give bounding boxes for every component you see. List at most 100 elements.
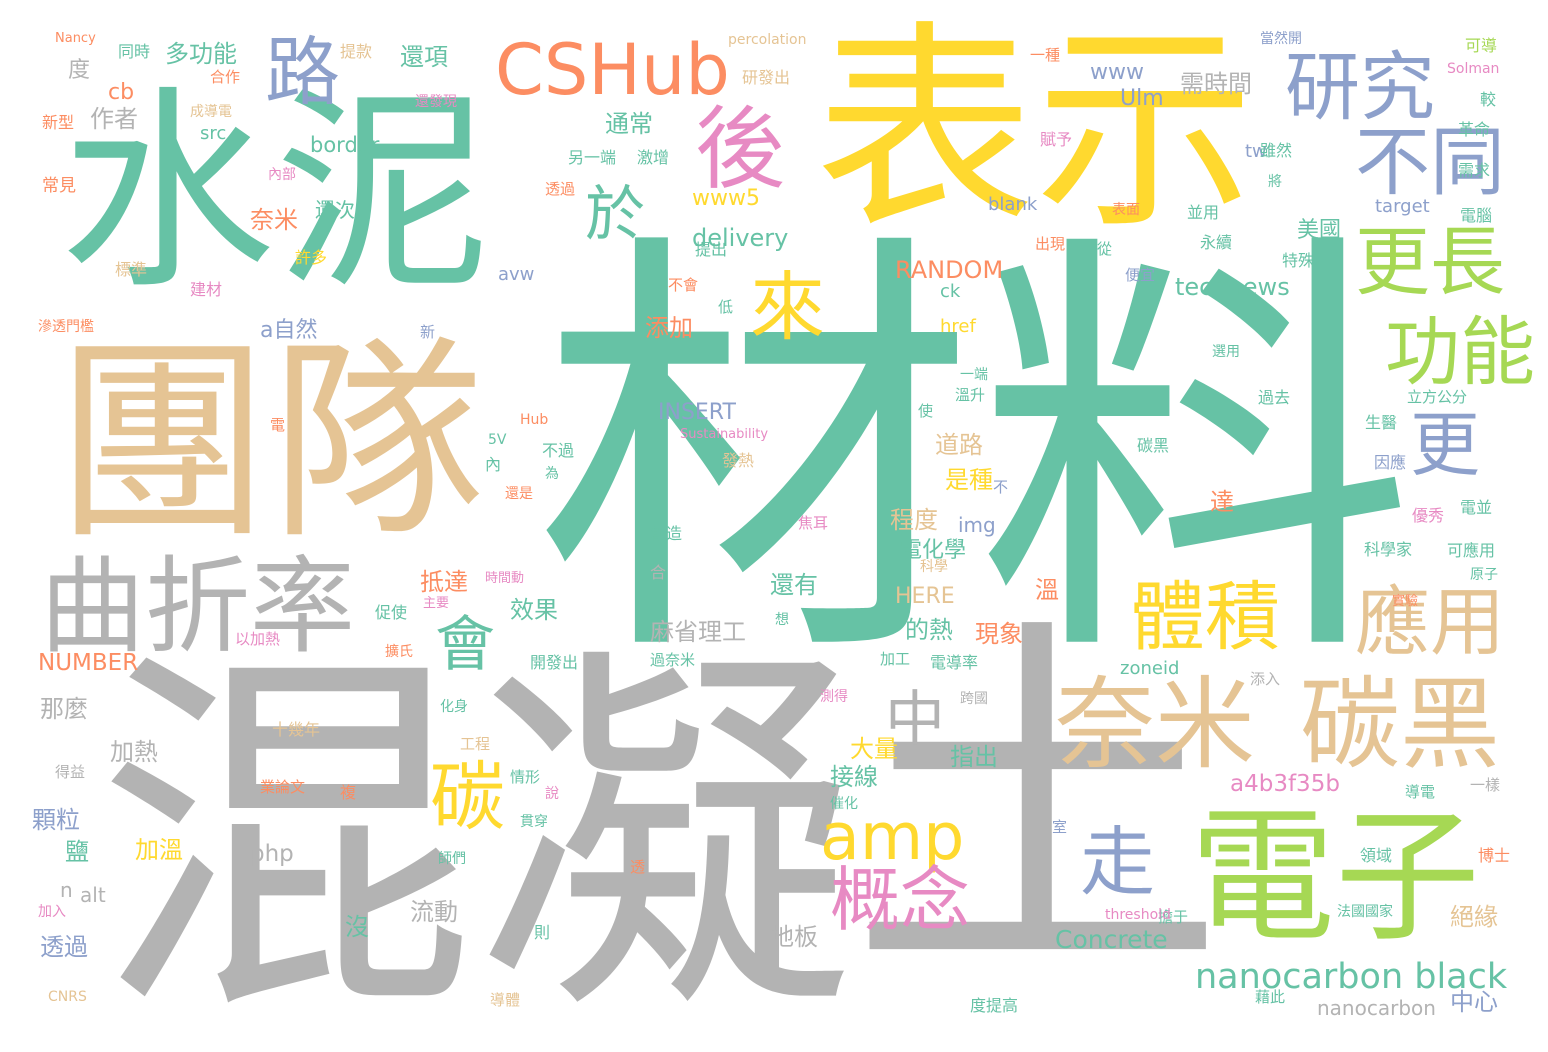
cloud-word: 為 xyxy=(545,466,559,482)
cloud-word: 電導率 xyxy=(930,653,979,672)
cloud-word: 加工 xyxy=(880,650,911,668)
cloud-word: 中心 xyxy=(1450,988,1498,1016)
cloud-word: percolation xyxy=(728,32,807,48)
cloud-word: 賦予 xyxy=(1040,130,1073,149)
cloud-word: 並用 xyxy=(1187,203,1220,222)
cloud-word: 想 xyxy=(775,612,789,628)
cloud-word: 走 xyxy=(1080,818,1156,906)
cloud-word: 概念 xyxy=(830,859,970,941)
cloud-word: 可應用 xyxy=(1447,541,1496,560)
cloud-word: 主要 xyxy=(423,596,450,611)
cloud-word: 於 xyxy=(585,180,645,250)
cloud-word: 不同 xyxy=(1355,118,1506,206)
cloud-word: a自然 xyxy=(260,318,318,343)
cloud-word: 開發出 xyxy=(530,653,579,672)
cloud-word: 功能 xyxy=(1385,308,1536,396)
cloud-word: 麻省理工 xyxy=(650,618,746,646)
cloud-word: 指出 xyxy=(950,743,998,771)
cloud-word: INSERT xyxy=(658,400,736,425)
cloud-word: 混凝 xyxy=(95,618,855,1052)
cloud-word: 曲折率 xyxy=(40,546,356,668)
cloud-word: 革命 xyxy=(1458,120,1491,139)
cloud-word: Solman xyxy=(1447,61,1500,77)
cloud-word: 雖然 xyxy=(1260,141,1293,160)
cloud-word: 科學家 xyxy=(1364,540,1413,559)
cloud-word: 擴氏 xyxy=(385,644,413,660)
cloud-word: 以加熱 xyxy=(235,630,281,648)
cloud-word: 時間動 xyxy=(485,571,525,586)
cloud-word: 中 xyxy=(885,685,945,755)
cloud-word: 奈米 xyxy=(1055,666,1255,783)
cloud-word: 業論文 xyxy=(260,778,306,796)
cloud-word: 溫升 xyxy=(955,386,986,404)
cloud-word: 使 xyxy=(918,402,934,420)
cloud-word: 永續 xyxy=(1200,233,1233,252)
cloud-word: nanocarbon black xyxy=(1195,957,1508,997)
cloud-word: 地板 xyxy=(770,923,818,951)
cloud-word: 水泥 xyxy=(60,67,490,318)
cloud-word: 特殊 xyxy=(1282,251,1315,270)
cloud-word: 一端 xyxy=(960,367,988,383)
cloud-word: 美國 xyxy=(1297,218,1342,243)
cloud-word: 出現 xyxy=(1035,235,1066,253)
cloud-word: delivery xyxy=(692,224,789,252)
cloud-word: 標準 xyxy=(115,260,148,279)
cloud-word: ck xyxy=(940,281,961,302)
cloud-word: 還次 xyxy=(315,198,355,222)
cloud-word: 新 xyxy=(420,323,436,341)
cloud-word: 催化 xyxy=(830,796,858,812)
cloud-word: 將 xyxy=(1268,174,1282,190)
cloud-word: 需時間 xyxy=(1180,70,1252,98)
cloud-word: 溫 xyxy=(1035,576,1059,604)
cloud-word: target xyxy=(1375,196,1430,217)
cloud-word: Ulm xyxy=(1120,86,1164,111)
cloud-word: nanocarbon xyxy=(1317,996,1436,1020)
cloud-word: 的熱 xyxy=(905,616,953,644)
cloud-word: 建材 xyxy=(190,280,223,299)
cloud-word: 會 xyxy=(435,610,495,680)
cloud-word: 貫穿 xyxy=(520,814,548,830)
cloud-word: 度提高 xyxy=(970,996,1019,1015)
cloud-word: Hub xyxy=(520,412,549,428)
cloud-word: 加熱 xyxy=(110,738,158,766)
cloud-word: 添入 xyxy=(1250,670,1281,688)
cloud-word: 促使 xyxy=(375,603,408,622)
cloud-word: 領域 xyxy=(1360,846,1393,865)
cloud-word: 許多 xyxy=(295,248,328,267)
cloud-word: 化身 xyxy=(440,699,468,715)
cloud-word: cb xyxy=(108,80,135,105)
cloud-word: 因應 xyxy=(1374,453,1407,472)
cloud-word: 成導電 xyxy=(190,104,232,120)
cloud-word: 團隊 xyxy=(55,317,485,568)
cloud-word: 表示 xyxy=(815,2,1256,258)
cloud-word: 還有 xyxy=(770,571,818,599)
cloud-word: 加入 xyxy=(38,904,66,920)
cloud-word: 電子 xyxy=(1190,793,1480,962)
cloud-word: 研發出 xyxy=(742,68,791,87)
cloud-word: 一種 xyxy=(1030,46,1061,64)
cloud-word: 一樣 xyxy=(1470,776,1501,794)
cloud-word: 絕緣 xyxy=(1450,903,1498,931)
cloud-word: 需求 xyxy=(1458,161,1491,180)
cloud-word: avw xyxy=(498,264,535,285)
cloud-word: 碳 xyxy=(430,753,506,841)
cloud-word: 透過 xyxy=(40,933,88,961)
cloud-word: 同時 xyxy=(118,42,151,61)
cloud-word: 便宜 xyxy=(1125,266,1156,284)
cloud-word: 不 xyxy=(993,478,1009,496)
cloud-word: 道路 xyxy=(935,431,983,459)
cloud-word: 還是 xyxy=(505,486,533,502)
cloud-word: 達 xyxy=(1210,488,1234,516)
cloud-word: 碳黑 xyxy=(1137,436,1170,455)
cloud-word: CNRS xyxy=(48,989,87,1005)
cloud-word: 常見 xyxy=(42,176,76,196)
cloud-word: 鹽 xyxy=(65,838,89,866)
cloud-word: 師們 xyxy=(438,851,466,867)
cloud-word: 發熱 xyxy=(722,451,755,470)
cloud-word: NUMBER xyxy=(38,650,139,676)
cloud-word: 還發現 xyxy=(415,94,457,110)
cloud-word: 電 xyxy=(270,416,286,434)
cloud-word: 添加 xyxy=(645,314,693,342)
cloud-word: tw xyxy=(1245,141,1267,162)
